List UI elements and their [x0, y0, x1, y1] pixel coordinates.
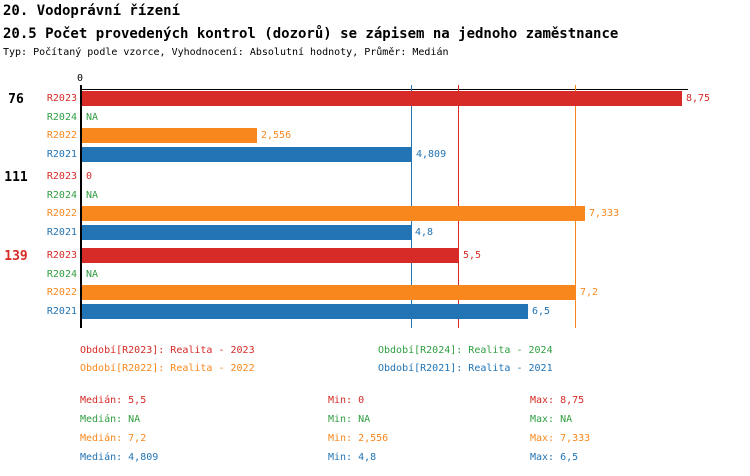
axis-zero-tick-label: 0: [76, 73, 84, 84]
stat-max-r2023: Max: 8,75: [530, 395, 585, 406]
stat-median-r2021: Medián: 4,809: [80, 452, 159, 463]
stat-min-r2022: Min: 2,556: [328, 433, 389, 444]
bar-value-label: 7,333: [589, 208, 620, 219]
bar-r2022: [82, 285, 576, 300]
bar-r2022: [82, 206, 585, 221]
chart-legend: Období[R2023]: Realita - 2023 Období[R202…: [0, 0, 750, 374]
stat-min-r2024: Min: NA: [328, 414, 371, 425]
group-label: 111: [4, 170, 28, 185]
group-label: 76: [8, 92, 24, 107]
stat-median-r2023: Medián: 5,5: [80, 395, 147, 406]
bar-r2021: [82, 147, 412, 162]
stat-median-r2022: Medián: 7,2: [80, 433, 147, 444]
bar-value-label: 6,5: [532, 306, 551, 317]
bar-r2022: [82, 128, 257, 143]
bar-value-label: 8,75: [686, 93, 711, 104]
stat-min-r2021: Min: 4,8: [328, 452, 377, 463]
legend-item-r2024: Období[R2024]: Realita - 2024: [378, 345, 553, 356]
bar-r2021: [82, 304, 528, 319]
row-label-r2022: R2022: [46, 130, 77, 141]
row-label-r2022: R2022: [46, 287, 77, 298]
x-axis-line: [80, 89, 688, 90]
bar-value-label: 2,556: [261, 130, 292, 141]
group-label: 139: [4, 249, 28, 264]
stat-max-r2021: Max: 6,5: [530, 452, 579, 463]
row-label-r2022: R2022: [46, 208, 77, 219]
bar-value-label: 0: [86, 171, 93, 182]
row-label-r2024: R2024: [46, 269, 77, 280]
bar-value-label: 4,8: [415, 227, 434, 238]
bar-value-label: NA: [86, 190, 99, 201]
y-axis-line: [80, 85, 82, 328]
row-label-r2021: R2021: [46, 227, 77, 238]
page-subtitle: 20.5 Počet provedených kontrol (dozorů) …: [3, 26, 619, 42]
bar-value-label: NA: [86, 112, 99, 123]
row-label-r2021: R2021: [46, 149, 77, 160]
bar-r2023: [82, 248, 459, 263]
stat-min-r2023: Min: 0: [328, 395, 365, 406]
page-meta: Typ: Počítaný podle vzorce, Vyhodnocení:…: [3, 47, 449, 58]
stat-max-r2024: Max: NA: [530, 414, 573, 425]
bar-value-label: 4,809: [416, 149, 447, 160]
stats-table: Medián: 5,5 Min: 0 Max: 8,75 Medián: NA Min:…: [0, 0, 750, 463]
bar-value-label: NA: [86, 269, 99, 280]
row-label-r2021: R2021: [46, 306, 77, 317]
stat-max-r2022: Max: 7,333: [530, 433, 591, 444]
row-label-r2024: R2024: [46, 112, 77, 123]
row-label-r2024: R2024: [46, 190, 77, 201]
row-label-r2023: R2023: [46, 250, 77, 261]
bar-r2021: [82, 225, 411, 240]
bar-r2023: [82, 91, 682, 106]
legend-item-r2022: Období[R2022]: Realita - 2022: [80, 363, 255, 374]
bar-value-label: 7,2: [580, 287, 599, 298]
row-label-r2023: R2023: [46, 93, 77, 104]
row-label-r2023: R2023: [46, 171, 77, 182]
legend-item-r2023: Období[R2023]: Realita - 2023: [80, 345, 255, 356]
page-title: 20. Vodoprávní řízení: [3, 3, 181, 19]
stat-median-r2024: Medián: NA: [80, 414, 141, 425]
legend-item-r2021: Období[R2021]: Realita - 2021: [378, 363, 553, 374]
bar-value-label: 5,5: [463, 250, 482, 261]
bar-chart: 0 76 R2023 8,75 R2024 NA R2022 2,556 R2021 4,809 1…: [4, 73, 711, 328]
